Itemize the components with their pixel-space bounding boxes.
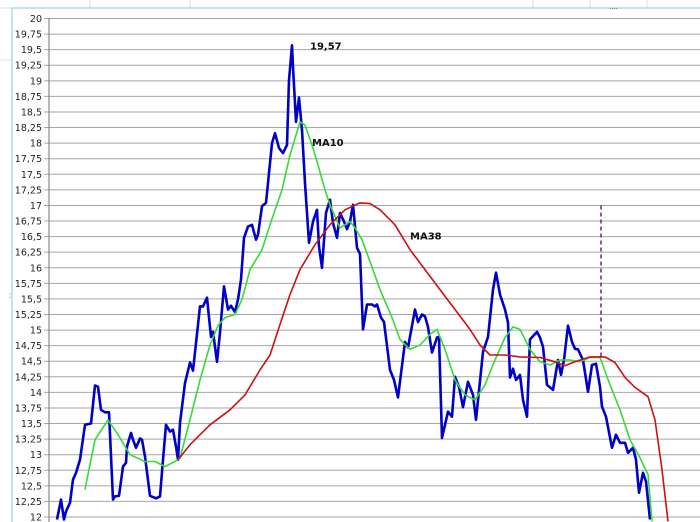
y-tick-label: 18,5 [21,107,42,118]
y-tick-label: 16,25 [15,248,42,259]
y-tick-label: 18,75 [15,92,42,103]
y-tick-label: 15,5 [21,294,42,305]
svg-text:....: .... [609,2,618,11]
y-tick-label: 14,5 [21,357,42,368]
svg-text::: : [9,291,11,300]
chart-resize-handle-top[interactable]: .... [609,2,618,11]
annotation-label: 19,57 [310,42,342,53]
chart-frame[interactable] [11,7,700,522]
y-tick-label: 19 [30,76,42,87]
y-tick-label: 12,75 [15,466,42,477]
y-tick-label: 18 [30,139,42,150]
y-tick-label: 17,25 [15,185,42,196]
y-tick-label: 15 [30,326,42,337]
chart-resize-handle-left[interactable]: : [9,291,11,300]
y-tick-label: 16,5 [21,232,42,243]
y-tick-label: 17 [30,201,42,212]
y-tick-label: 15,25 [15,310,42,321]
y-tick-label: 14,75 [15,341,42,352]
y-tick-label: 14 [30,388,42,399]
y-tick-label: 20 [30,14,42,25]
y-tick-label: 14,25 [15,372,42,383]
y-tick-label: 13,75 [15,403,42,414]
y-tick-label: 17,75 [15,154,42,165]
y-tick-label: 16 [30,263,42,274]
y-tick-label: 18,25 [15,123,42,134]
y-tick-label: 12 [30,513,42,522]
y-tick-label: 15,75 [15,279,42,290]
y-tick-label: 19,75 [15,30,42,41]
annotation-label: MA10 [312,138,344,149]
y-tick-label: 16,75 [15,217,42,228]
y-tick-label: 19,25 [15,61,42,72]
y-tick-label: 19,5 [21,45,42,56]
y-tick-label: 17,5 [21,170,42,181]
y-tick-label: 13 [30,450,42,461]
y-tick-label: 12,5 [21,481,42,492]
y-tick-label: 13,25 [15,435,42,446]
series-line-ma38 [177,202,669,522]
y-tick-label: 13,5 [21,419,42,430]
y-tick-label: 12,25 [15,497,42,508]
annotation-label: MA38 [410,232,442,243]
